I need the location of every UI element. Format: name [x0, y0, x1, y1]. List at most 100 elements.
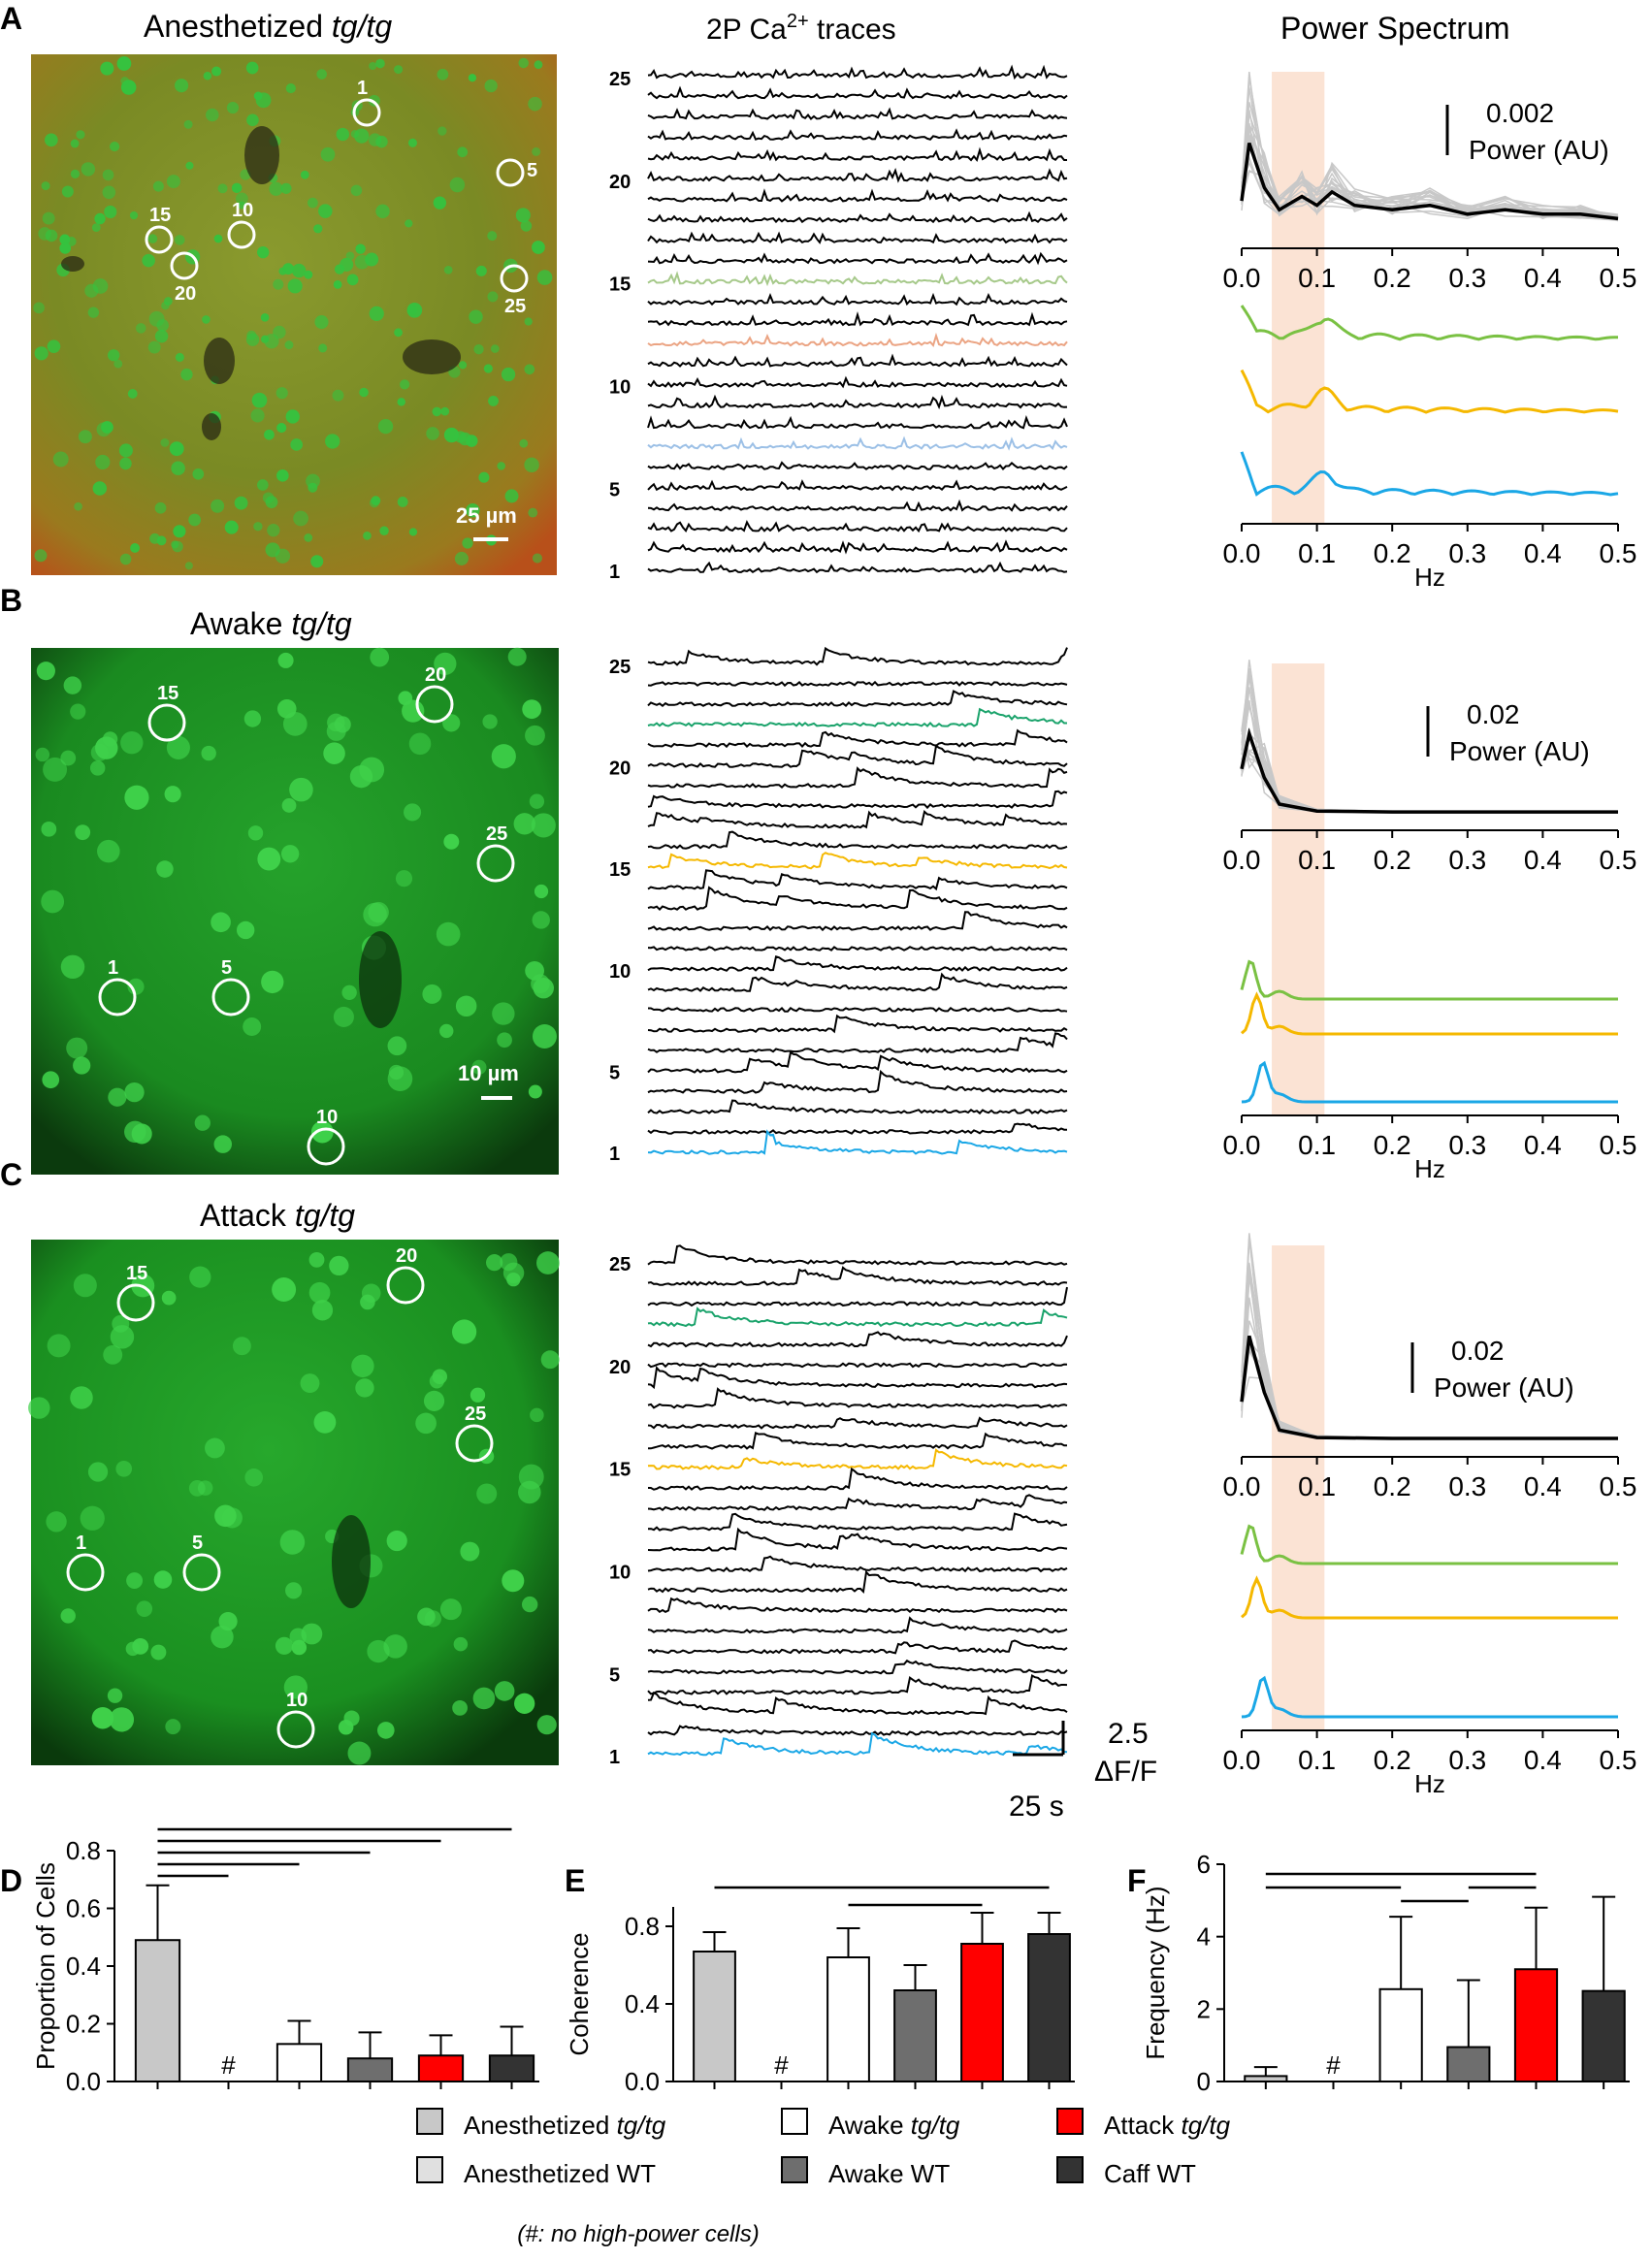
- cell-body: [515, 208, 531, 223]
- bar: [1027, 1933, 1071, 2082]
- x-tick-label: 0.5: [1600, 845, 1637, 875]
- trace-line: [648, 1006, 1068, 1013]
- trace-scale-bar: 2.5 ΔF/F 25 s: [1009, 1718, 1157, 1823]
- cell-body: [417, 1607, 436, 1627]
- cell-body: [437, 126, 447, 136]
- cell-body: [109, 1707, 135, 1732]
- trace-line: [647, 128, 1068, 141]
- cell-body: [280, 182, 292, 194]
- roi-label: 5: [192, 1533, 203, 1554]
- trace-line: [647, 1365, 1068, 1390]
- trace-line: [647, 146, 1067, 163]
- x-tick-label: 0.5: [1600, 1130, 1637, 1160]
- cell-body: [142, 253, 155, 268]
- legend-swatch: [781, 2108, 808, 2135]
- spectrum-example-line: [1240, 305, 1618, 341]
- cell-body: [327, 713, 345, 732]
- cell-body: [313, 1410, 337, 1434]
- roi-label: 25: [504, 296, 526, 317]
- cell-body: [205, 1437, 225, 1459]
- cell-body: [161, 301, 170, 310]
- x-tick-label: 0.0: [1223, 263, 1261, 293]
- trace-number-label: 15: [609, 1460, 631, 1481]
- x-tick-label: 0.3: [1448, 1745, 1486, 1775]
- legend-swatch: [416, 2156, 443, 2183]
- cell-body: [377, 418, 394, 435]
- panel-letter-c: C: [0, 1157, 22, 1192]
- power-scale-value: 0.002: [1486, 98, 1554, 128]
- roi-circle-25: [455, 1424, 494, 1463]
- cell-body: [487, 291, 499, 303]
- x-tick-label: 0.3: [1448, 1471, 1486, 1501]
- cell-body: [332, 389, 344, 402]
- cell-body: [531, 813, 556, 838]
- cell-body: [113, 359, 123, 369]
- roi-circle-15: [145, 225, 174, 254]
- image-title-b: Awake tg/tg: [190, 606, 352, 641]
- cell-body: [211, 66, 222, 77]
- y-tick-label: 0.8: [625, 1912, 660, 1941]
- cell-body: [403, 803, 422, 822]
- cell-body: [192, 468, 205, 480]
- legend-entry: Attack tg/tg: [1104, 2111, 1231, 2140]
- y-tick-label: 0.0: [625, 2067, 660, 2096]
- trace-line: [647, 1266, 1068, 1287]
- cell-body: [359, 387, 369, 398]
- cell-body: [289, 1628, 308, 1646]
- cell-body: [35, 747, 50, 762]
- cell-body: [370, 647, 390, 667]
- spectrum-example-line: [1240, 451, 1619, 497]
- trace-line: [647, 1286, 1068, 1307]
- cell-body: [478, 471, 490, 483]
- cell-body: [269, 181, 283, 196]
- cell-body: [246, 330, 257, 340]
- cell-body: [291, 263, 307, 278]
- cell-body: [522, 699, 542, 720]
- cell-body: [318, 204, 333, 218]
- cell-body: [504, 489, 519, 503]
- cell-body: [375, 204, 390, 219]
- roi-label: 25: [486, 823, 507, 845]
- cell-body: [160, 437, 170, 447]
- trace-line: [647, 707, 1067, 727]
- cell-body: [124, 785, 149, 810]
- roi-label: 10: [232, 200, 253, 221]
- cell-body: [488, 396, 499, 406]
- cell-body: [211, 1625, 234, 1649]
- cell-body: [132, 1637, 149, 1655]
- cell-body: [260, 313, 270, 322]
- x-tick-label: 0.4: [1524, 538, 1562, 568]
- cell-body: [264, 429, 275, 440]
- cell-body: [530, 1407, 544, 1423]
- power-scale-value: 0.02: [1451, 1336, 1505, 1366]
- x-tick-label: 0.0: [1223, 1745, 1261, 1775]
- bar: [134, 1939, 181, 2082]
- trace-line: [647, 1307, 1068, 1328]
- cell-body: [440, 406, 450, 416]
- cell-body: [36, 662, 55, 681]
- cell-body: [300, 1373, 320, 1394]
- cell-body: [534, 60, 543, 70]
- cell-body: [185, 161, 194, 170]
- cell-body: [101, 421, 113, 434]
- bar: [1581, 1989, 1626, 2083]
- x-tick-label: 0.2: [1374, 1471, 1411, 1501]
- trace-line: [647, 107, 1068, 120]
- trace-line: [647, 1122, 1067, 1135]
- cell-body: [323, 742, 345, 764]
- cell-body: [455, 995, 477, 1017]
- roi-label: 20: [425, 664, 446, 686]
- cell-body: [203, 72, 212, 81]
- cell-body: [408, 528, 418, 536]
- cell-body: [120, 77, 130, 85]
- cell-body: [261, 970, 284, 994]
- cell-body: [338, 1720, 354, 1735]
- trace-line: [647, 1691, 1068, 1716]
- spectrum-mean-line: [1240, 1335, 1618, 1440]
- y-tick-label: 4: [1197, 1922, 1211, 1952]
- roi-circle-1: [98, 978, 137, 1017]
